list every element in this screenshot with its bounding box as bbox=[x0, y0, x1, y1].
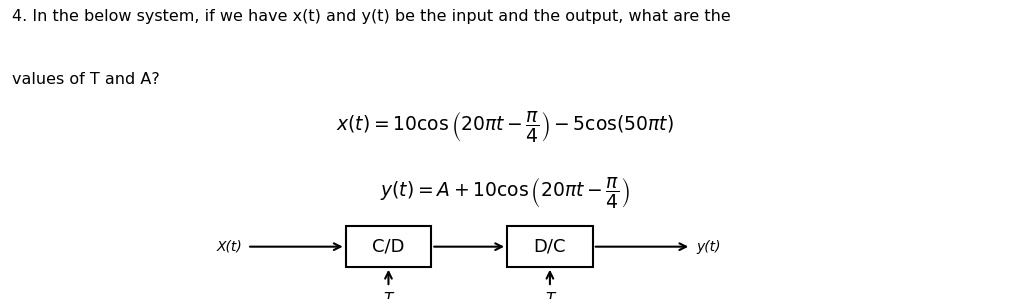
Bar bbox=[508, 227, 593, 267]
Text: T: T bbox=[545, 292, 555, 299]
Text: T: T bbox=[383, 292, 394, 299]
Text: $y(t) = A + 10 \cos \left(20\pi t - \dfrac{\pi}{4}\right)$: $y(t) = A + 10 \cos \left(20\pi t - \dfr… bbox=[379, 175, 630, 210]
Text: $x(t) = 10 \cos \left(20\pi t - \dfrac{\pi}{4}\right) - 5 \cos(50\pi t)$: $x(t) = 10 \cos \left(20\pi t - \dfrac{\… bbox=[336, 109, 673, 144]
Text: C/D: C/D bbox=[372, 238, 405, 256]
Text: D/C: D/C bbox=[534, 238, 566, 256]
Text: 4. In the below system, if we have x(t) and y(t) be the input and the output, wh: 4. In the below system, if we have x(t) … bbox=[12, 9, 731, 24]
Text: y(t): y(t) bbox=[696, 240, 720, 254]
Text: values of T and A?: values of T and A? bbox=[12, 72, 159, 87]
Bar bbox=[345, 227, 432, 267]
Text: X(t): X(t) bbox=[216, 240, 242, 254]
